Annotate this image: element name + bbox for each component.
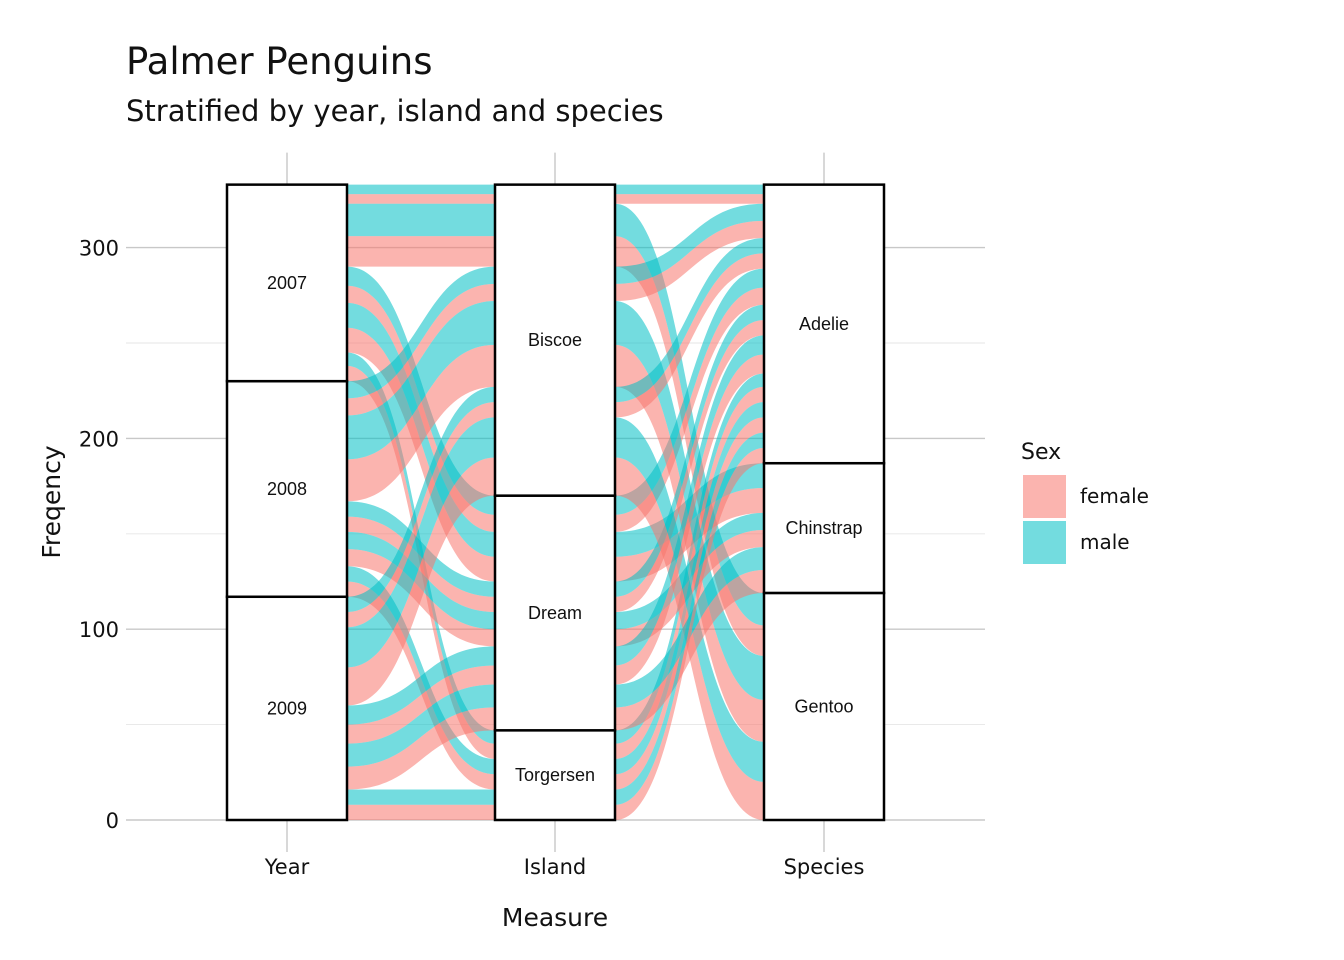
stratum-box xyxy=(493,729,617,822)
y-tick-label: 100 xyxy=(79,618,119,642)
flow-island-species-male xyxy=(615,335,764,666)
flow-year-island-female xyxy=(347,194,495,204)
flow-layer xyxy=(347,184,764,820)
flow-island-species-female xyxy=(615,447,764,820)
flow-island-species-female xyxy=(615,220,764,302)
flow-year-island-male xyxy=(347,386,495,613)
stratum-box xyxy=(493,183,617,497)
legend-swatch-female xyxy=(1023,475,1066,518)
flow-year-island-male xyxy=(347,203,495,237)
stratum-label: 2009 xyxy=(267,698,307,718)
flow-year-island-female xyxy=(347,283,495,416)
flow-year-island-female xyxy=(347,236,495,267)
strata: 2009 2008 2007 Torgersen Dream Biscoe Gentoo Ch… xyxy=(225,183,886,822)
x-axis-title: Measure xyxy=(502,903,608,932)
legend-swatch-male xyxy=(1023,521,1066,564)
stratum-box xyxy=(493,494,617,732)
stratum-label: Gentoo xyxy=(794,696,853,716)
flow-island-species-male xyxy=(615,512,764,630)
x-tick-label: Species xyxy=(784,855,865,879)
flow-island-species-female xyxy=(615,287,764,532)
x-tick-label: Island xyxy=(524,855,586,879)
flow-year-island-male xyxy=(347,417,495,668)
stratum-label: Chinstrap xyxy=(785,518,862,538)
flow-island-species-male xyxy=(615,432,764,805)
x-tick-label: Year xyxy=(264,855,310,879)
flow-year-island-male xyxy=(347,684,495,767)
flow-island-species-male xyxy=(615,184,764,195)
stratum-box xyxy=(225,183,349,383)
legend: Sex female male xyxy=(1021,440,1149,564)
flow-year-island-male xyxy=(347,266,495,399)
flow-year-island-female xyxy=(347,402,495,628)
stratum-box xyxy=(225,379,349,599)
legend-title: Sex xyxy=(1021,440,1061,465)
flow-year-island-female xyxy=(347,804,495,820)
stratum-box xyxy=(762,591,886,822)
flow-year-island-female xyxy=(347,665,495,744)
flow-island-species-female xyxy=(615,354,764,685)
y-tick-label: 200 xyxy=(79,427,119,451)
flow-year-island-female xyxy=(347,327,495,582)
flow-island-species-male xyxy=(615,238,764,403)
flow-island-species-female xyxy=(615,194,764,204)
flow-year-island-female xyxy=(347,344,495,502)
flow-island-species-female xyxy=(615,320,764,613)
stratum-label: Adelie xyxy=(799,314,849,334)
flow-island-species-male xyxy=(615,417,764,782)
flow-island-species-male xyxy=(615,203,764,284)
flow-island-species-female xyxy=(615,253,764,418)
stratum-box xyxy=(225,595,349,822)
flow-year-island-male xyxy=(347,184,495,195)
stratum-box xyxy=(762,183,886,465)
stratum-label: Dream xyxy=(528,603,582,623)
flow-year-island-male xyxy=(347,566,495,775)
chart-title: Palmer Penguins xyxy=(126,40,433,83)
flow-year-island-female xyxy=(347,707,495,790)
stratum-label: Torgersen xyxy=(515,765,595,785)
stratum-label: Biscoe xyxy=(528,330,582,350)
y-tick-label: 0 xyxy=(106,809,119,833)
stratum-label: 2008 xyxy=(267,479,307,499)
flow-year-island-male xyxy=(347,301,495,460)
flow-year-island-female xyxy=(347,457,495,706)
legend-label-male: male xyxy=(1080,530,1130,554)
y-axis-title: Freqency xyxy=(37,445,66,559)
legend-label-female: female xyxy=(1080,484,1149,508)
flow-year-island-male xyxy=(347,646,495,725)
y-tick-label: 300 xyxy=(79,237,119,261)
flow-island-species-female xyxy=(615,570,764,731)
axes: 0 100 200 300 Year Island Species Measure Freqen… xyxy=(37,237,864,932)
flow-island-species-male xyxy=(615,268,764,515)
chart-subtitle: Stratified by year, island and species xyxy=(126,94,664,128)
stratum-label: 2007 xyxy=(267,273,307,293)
flow-island-species-female xyxy=(615,344,764,742)
flow-island-species-male xyxy=(615,304,764,597)
flow-year-island-male xyxy=(347,789,495,805)
